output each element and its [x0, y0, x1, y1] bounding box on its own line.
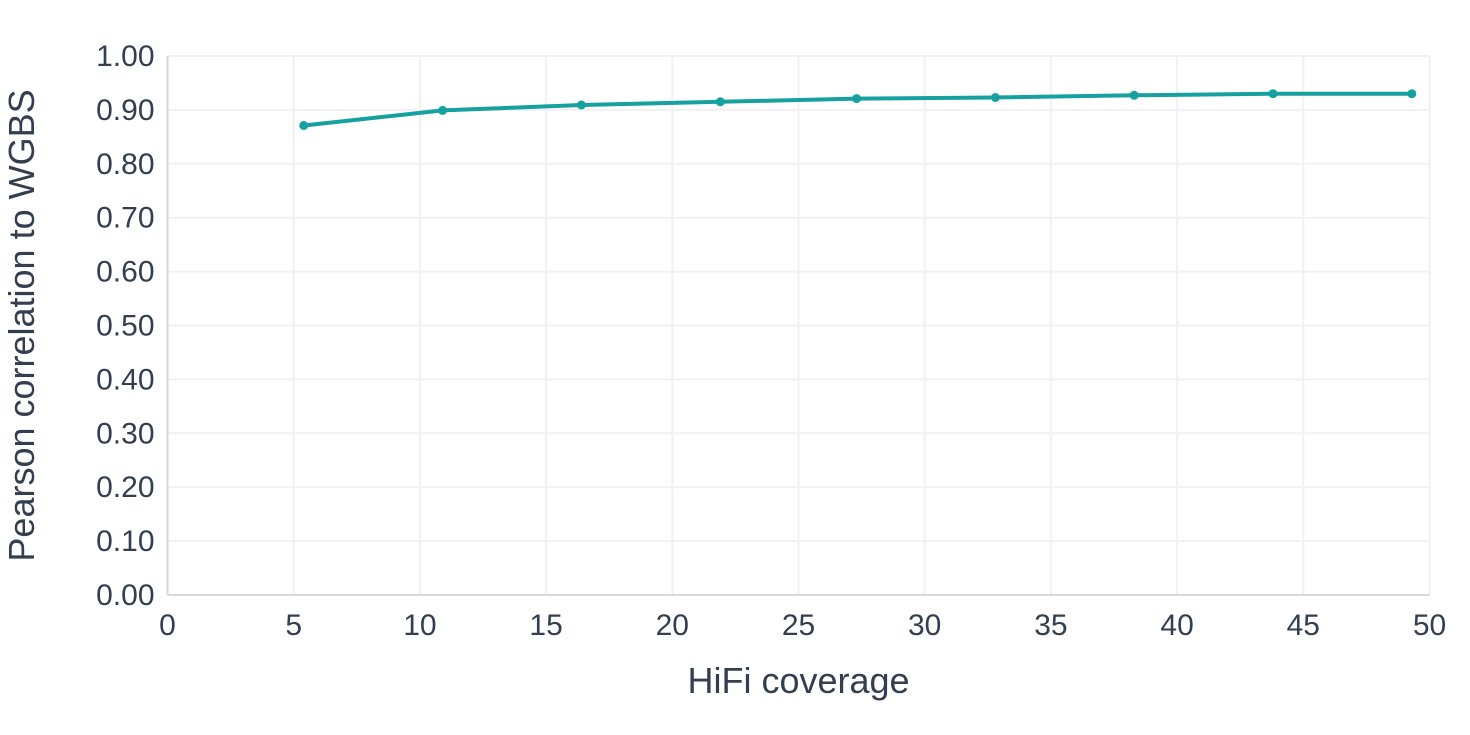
y-tick-label: 0.10 [96, 525, 154, 558]
y-tick-label: 0.60 [96, 256, 154, 289]
y-tick-label: 0.00 [96, 579, 154, 612]
x-tick-label: 35 [1034, 609, 1067, 642]
y-tick-label: 1.00 [96, 40, 154, 73]
y-tick-label: 0.20 [96, 471, 154, 504]
data-point [438, 105, 448, 115]
x-tick-label: 50 [1413, 609, 1446, 642]
x-tick-label: 25 [782, 609, 815, 642]
data-point [990, 93, 1000, 102]
y-tick-label: 0.80 [96, 148, 154, 181]
y-axis-title: Pearson correlation to WGBS [1, 89, 42, 561]
x-tick-label: 0 [159, 609, 176, 642]
x-tick-label: 20 [656, 609, 689, 642]
data-point [299, 121, 309, 130]
y-tick-label: 0.50 [96, 310, 154, 343]
x-tick-label: 30 [908, 609, 941, 642]
x-axis-title: HiFi coverage [687, 660, 909, 701]
y-tick-label: 0.40 [96, 363, 154, 396]
y-tick-label: 0.30 [96, 417, 154, 450]
y-tick-label: 0.90 [96, 94, 154, 127]
y-tick-label: 0.70 [96, 202, 154, 235]
x-tick-label: 45 [1287, 609, 1320, 642]
data-point [576, 100, 586, 110]
x-tick-label: 5 [285, 609, 302, 642]
data-point [1407, 89, 1417, 99]
data-point [1129, 90, 1139, 100]
data-point [715, 97, 725, 107]
x-tick-label: 10 [403, 609, 436, 642]
data-point [852, 94, 862, 104]
x-tick-label: 40 [1160, 609, 1193, 642]
x-tick-label: 15 [529, 609, 562, 642]
data-point [1268, 89, 1278, 99]
